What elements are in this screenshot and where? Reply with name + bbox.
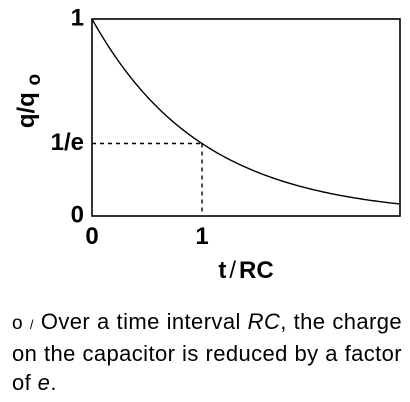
caption-emphasis-e: e [37, 370, 51, 395]
x-axis-title: t / RC [218, 257, 273, 284]
series-line-decay [91, 18, 401, 205]
y-tick-label-1-over-e: 1/e [51, 129, 84, 156]
caption-separator: / [29, 317, 34, 332]
y-tick-label-1: 1 [71, 4, 84, 31]
y-axis-title-subscript: o [24, 74, 45, 86]
caption-text-1: Over a time interval [40, 309, 248, 334]
plot-frame [91, 18, 401, 217]
y-axis-title: q/q o [13, 74, 45, 128]
x-tick-label-1: 1 [195, 223, 208, 250]
caption-label: o [12, 313, 23, 334]
decay-chart: q/q o t / RC 1 1/e 0 0 1 [13, 4, 401, 284]
caption-text-3: . [50, 370, 57, 395]
x-tick-label-0: 0 [85, 223, 98, 250]
caption-emphasis-rc: RC [247, 309, 281, 334]
y-tick-label-0: 0 [71, 201, 84, 228]
figure-caption: o / Over a time interval RC, the charge … [12, 307, 402, 397]
caption-text-2: , the charge on the capacitor is reduced… [12, 309, 403, 395]
